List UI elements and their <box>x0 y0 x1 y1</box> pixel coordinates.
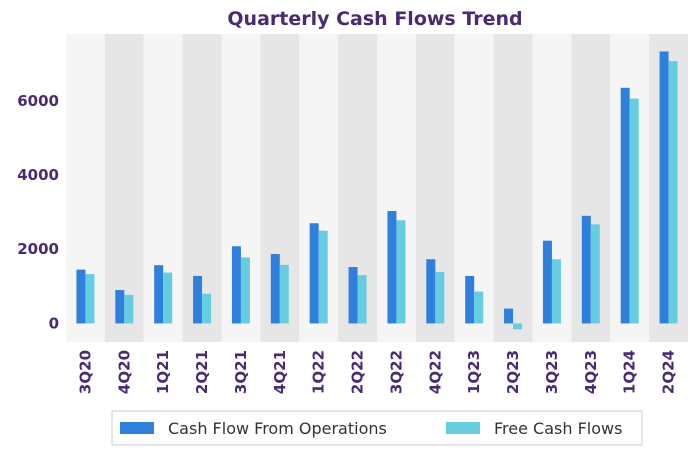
bar-cash-flow-from-operations <box>620 87 630 324</box>
x-tick-label: 4Q21 <box>271 350 289 394</box>
bar-cash-flow-from-operations <box>504 308 514 324</box>
x-tick-label: 4Q20 <box>115 350 133 394</box>
x-tick-label: 3Q22 <box>387 350 405 394</box>
x-tick-label: 2Q22 <box>349 350 367 394</box>
legend-swatch-operations <box>120 422 154 434</box>
bar-free-cash-flows <box>202 293 212 324</box>
x-axis-ticks: 3Q20 4Q20 1Q21 2Q21 3Q21 4Q21 1Q22 2Q22 3Q22 4Q22… <box>76 350 677 394</box>
bar-free-cash-flows <box>163 272 173 324</box>
bar-free-cash-flows <box>279 264 289 324</box>
bar-cash-flow-from-operations <box>387 211 397 324</box>
bar-cash-flow-from-operations <box>193 275 203 324</box>
bar-cash-flow-from-operations <box>231 246 241 324</box>
bar-cash-flow-from-operations <box>465 275 475 324</box>
bar-free-cash-flows <box>435 271 445 324</box>
bar-free-cash-flows <box>396 220 406 324</box>
y-tick-label: 2000 <box>17 240 59 258</box>
bar-free-cash-flows <box>474 291 484 324</box>
x-tick-label: 4Q23 <box>582 350 600 394</box>
bar-free-cash-flows <box>357 275 367 324</box>
x-tick-label: 1Q22 <box>310 350 328 394</box>
legend-box <box>111 410 643 446</box>
y-axis-ticks: 0 2000 4000 6000 <box>17 92 59 333</box>
y-tick-label: 0 <box>49 314 59 332</box>
legend-label-operations: Cash Flow From Operations <box>168 419 387 438</box>
x-tick-label: 2Q21 <box>193 350 211 394</box>
x-tick-label: 1Q23 <box>465 350 483 394</box>
y-tick-label: 4000 <box>17 166 59 184</box>
x-tick-label: 1Q21 <box>154 350 172 394</box>
bar-free-cash-flows <box>629 98 639 324</box>
chart-title: Quarterly Cash Flows Trend <box>227 8 522 30</box>
category-band <box>493 34 533 342</box>
bar-free-cash-flows <box>240 257 250 324</box>
bar-free-cash-flows <box>85 274 95 324</box>
x-tick-label: 2Q24 <box>660 350 678 394</box>
bar-cash-flow-from-operations <box>348 267 358 324</box>
bar-cash-flow-from-operations <box>659 51 669 324</box>
bar-cash-flow-from-operations <box>270 254 280 324</box>
y-tick-label: 6000 <box>17 92 59 110</box>
bar-cash-flow-from-operations <box>542 240 552 324</box>
bar-free-cash-flows <box>551 259 561 324</box>
bar-free-cash-flows <box>668 61 678 324</box>
bar-free-cash-flows <box>124 294 134 324</box>
bar-cash-flow-from-operations <box>309 223 319 324</box>
bar-free-cash-flows <box>513 323 523 330</box>
bar-free-cash-flows <box>318 230 328 324</box>
bars <box>76 51 678 330</box>
x-tick-label: 4Q22 <box>426 350 444 394</box>
bar-cash-flow-from-operations <box>115 290 125 324</box>
bar-cash-flow-from-operations <box>581 215 591 324</box>
legend-label-free-cash-flows: Free Cash Flows <box>494 419 622 438</box>
x-tick-label: 3Q20 <box>76 350 94 394</box>
x-tick-label: 1Q24 <box>621 350 639 394</box>
bar-free-cash-flows <box>590 224 600 324</box>
bar-cash-flow-from-operations <box>154 265 164 324</box>
bar-cash-flow-from-operations <box>76 269 86 324</box>
legend: Cash Flow From Operations Free Cash Flow… <box>111 410 643 446</box>
x-tick-label: 3Q23 <box>543 350 561 394</box>
x-tick-label: 3Q21 <box>232 350 250 394</box>
legend-swatch-free-cash-flows <box>446 422 480 434</box>
bar-cash-flow-from-operations <box>426 259 436 324</box>
x-tick-label: 2Q23 <box>504 350 522 394</box>
